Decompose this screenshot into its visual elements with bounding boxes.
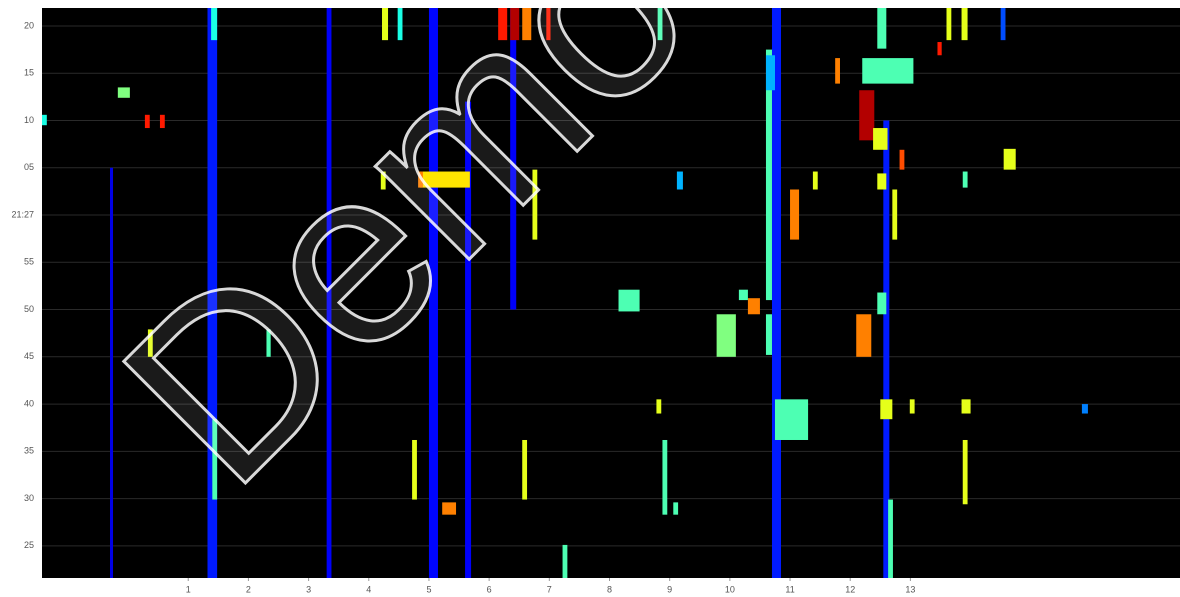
heat-cell	[766, 55, 775, 90]
heat-cell	[42, 115, 47, 125]
x-tick-label: 3	[306, 584, 311, 594]
heat-cell	[856, 314, 871, 357]
heat-cell	[910, 399, 915, 413]
x-tick-label: 4	[366, 584, 371, 594]
heat-cell	[145, 115, 150, 128]
heat-cell	[775, 399, 808, 440]
heat-cell	[160, 115, 165, 128]
heat-cell	[873, 128, 887, 150]
heat-cell	[877, 293, 886, 315]
y-tick-label: 05	[24, 162, 34, 172]
y-tick-label: 20	[24, 20, 34, 30]
x-tick-label: 8	[607, 584, 612, 594]
heat-cell	[963, 440, 968, 504]
heat-cell	[859, 90, 874, 140]
y-tick-label: 50	[24, 304, 34, 314]
heat-cell	[717, 314, 736, 357]
heat-cell	[862, 58, 913, 84]
heat-cell	[766, 314, 772, 355]
heat-cell	[673, 502, 678, 514]
heat-cell	[888, 500, 893, 578]
x-tick-label: 2	[246, 584, 251, 594]
y-tick-label: 45	[24, 351, 34, 361]
heat-cell	[835, 58, 840, 84]
heat-cell	[662, 440, 667, 515]
y-tick-label: 25	[24, 540, 34, 550]
x-tick-label: 6	[487, 584, 492, 594]
x-tick-label: 12	[845, 584, 855, 594]
chart: 2015100521:27555045403530251234567891011…	[0, 0, 1180, 597]
y-tick-label: 21:27	[11, 209, 34, 219]
x-tick-label: 5	[426, 584, 431, 594]
y-tick-label: 35	[24, 446, 34, 456]
heat-cell	[892, 189, 897, 239]
heat-cell	[1001, 8, 1006, 40]
heat-cell	[1082, 404, 1088, 413]
x-tick-label: 13	[905, 584, 915, 594]
heat-cell	[677, 172, 683, 190]
x-tick-label: 9	[667, 584, 672, 594]
heat-cell	[877, 8, 886, 49]
heat-cell	[522, 440, 527, 500]
heat-cell	[739, 290, 748, 300]
heat-cell	[963, 172, 968, 188]
heat-cell	[790, 189, 799, 239]
heat-cell	[900, 150, 905, 170]
x-tick-label: 1	[186, 584, 191, 594]
heat-cell	[937, 42, 941, 55]
y-tick-label: 30	[24, 493, 34, 503]
x-tick-label: 11	[785, 584, 794, 594]
heat-cell	[962, 399, 971, 413]
x-tick-label: 10	[725, 584, 735, 594]
heat-cell	[877, 173, 886, 189]
heat-cell	[656, 399, 661, 413]
heat-cell	[962, 8, 968, 40]
heat-cell	[947, 8, 952, 40]
heat-cell	[118, 87, 130, 97]
heat-cell	[442, 502, 456, 514]
x-tick-label: 7	[547, 584, 552, 594]
y-tick-label: 10	[24, 115, 34, 125]
heat-cell	[563, 545, 568, 578]
heat-cell	[619, 290, 640, 312]
heat-cell	[813, 172, 818, 190]
heat-cell	[772, 8, 781, 578]
y-tick-label: 40	[24, 398, 34, 408]
y-tick-label: 15	[24, 68, 34, 78]
heat-cell	[412, 440, 417, 500]
page: 2015100521:27555045403530251234567891011…	[0, 0, 1180, 597]
y-tick-label: 55	[24, 257, 34, 267]
heat-cell	[211, 8, 217, 40]
heat-cell	[1004, 149, 1016, 170]
heat-cell	[880, 399, 892, 419]
heat-cell	[748, 298, 760, 314]
